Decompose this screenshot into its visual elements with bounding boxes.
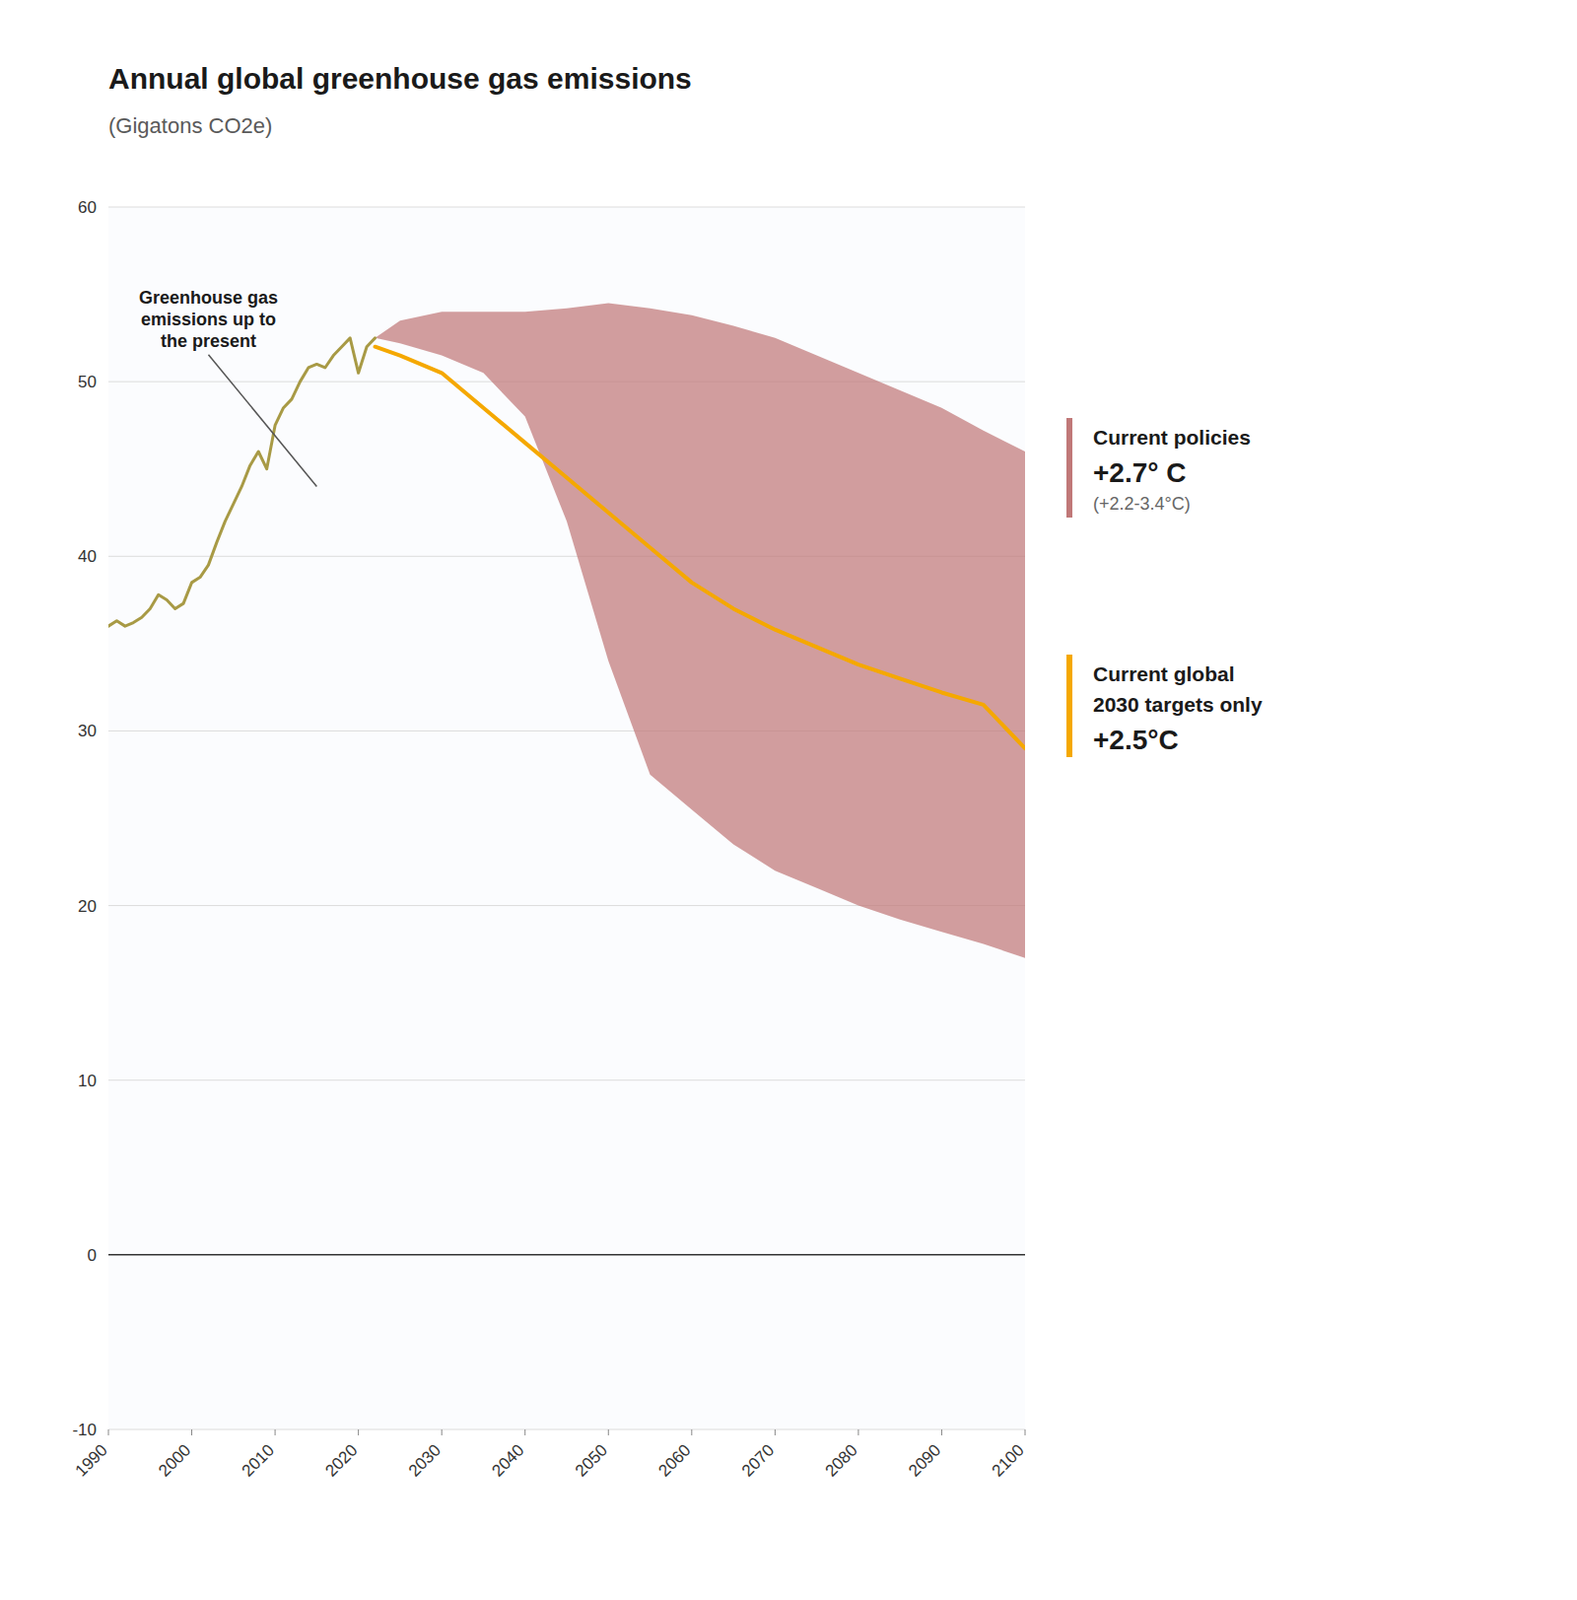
- y-tick-label: 60: [77, 198, 97, 217]
- annotation: Greenhouse gasemissions up tothe present: [138, 287, 278, 351]
- title: Annual global greenhouse gas emissions: [108, 62, 692, 95]
- y-tick-label: 40: [77, 547, 97, 566]
- x-tick: [441, 1429, 443, 1436]
- chart: Annual global greenhouse gas emissions (G…: [0, 0, 1577, 1600]
- y-tick-label: 0: [87, 1245, 97, 1265]
- legend-label: (+2.2-3.4°C): [1093, 493, 1191, 514]
- x-tick: [108, 1429, 110, 1436]
- x-tick-label: 1990: [71, 1439, 112, 1480]
- x-tick: [1025, 1429, 1027, 1436]
- legend-item: Current policies +2.7° C (+2.2-3.4°C): [1069, 417, 1251, 518]
- x-tick: [690, 1429, 692, 1436]
- x-tick: [941, 1429, 943, 1436]
- plot-area: [108, 206, 1026, 1430]
- y-tick-label: 20: [77, 896, 97, 916]
- annotation-line: emissions up to: [140, 309, 276, 330]
- x-tick-label: 2090: [904, 1439, 945, 1480]
- x-tick-label: 2000: [154, 1439, 195, 1480]
- zero-line: [108, 1253, 1026, 1256]
- x-tick: [857, 1429, 859, 1436]
- legend-label: +2.5°C: [1093, 724, 1179, 755]
- grid-line: [108, 1079, 1026, 1081]
- marks: [108, 302, 1026, 958]
- annotation-line: Greenhouse gas: [138, 287, 278, 308]
- range-area: [375, 302, 1026, 958]
- x-tick-label: 2060: [654, 1439, 694, 1480]
- legend-swatch: [1066, 417, 1073, 518]
- x-tick-label: 2040: [487, 1439, 528, 1480]
- legend-label: Current policies: [1093, 425, 1251, 449]
- annotation-line: the present: [160, 331, 257, 351]
- y-tick-label: -10: [71, 1420, 97, 1440]
- x-tick: [357, 1429, 359, 1436]
- x-tick: [524, 1429, 526, 1436]
- x-tick-label: 2050: [571, 1439, 612, 1480]
- y-tick-label: 10: [77, 1071, 97, 1091]
- scenario-line: [375, 346, 1026, 749]
- y-tick-label: 50: [77, 372, 97, 392]
- grid-line: [108, 1429, 1026, 1431]
- x-tick-label: 2100: [988, 1439, 1029, 1480]
- x-tick-label: 2070: [738, 1439, 778, 1480]
- y-tick-label: 30: [77, 721, 97, 741]
- x-tick: [274, 1429, 276, 1436]
- x-tick-label: 2030: [405, 1439, 445, 1480]
- x-tick-label: 2080: [822, 1439, 862, 1480]
- legend-label: 2030 targets only: [1093, 692, 1263, 716]
- grid-line: [108, 206, 1026, 208]
- annotation-connector: [207, 354, 317, 487]
- legend-label: Current global: [1093, 662, 1235, 686]
- legend-label: +2.7° C: [1093, 457, 1186, 488]
- historical-line: [108, 338, 376, 626]
- legend-item: Current global 2030 targets only +2.5°C: [1069, 654, 1263, 757]
- legend-swatch: [1066, 654, 1073, 757]
- x-tick: [191, 1429, 193, 1436]
- x-tick-label: 2020: [321, 1439, 361, 1480]
- x-tick: [608, 1429, 610, 1436]
- x-tick-label: 2010: [238, 1439, 278, 1480]
- subtitle: (Gigatons CO2e): [108, 113, 273, 138]
- x-tick: [774, 1429, 776, 1436]
